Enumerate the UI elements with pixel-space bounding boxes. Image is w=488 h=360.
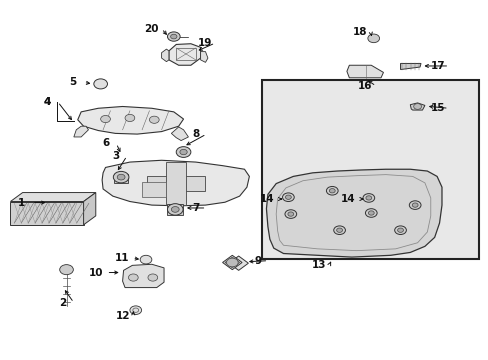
Polygon shape	[167, 204, 183, 215]
Text: 8: 8	[192, 129, 199, 139]
Circle shape	[285, 210, 296, 219]
Polygon shape	[224, 257, 239, 268]
Polygon shape	[346, 65, 383, 78]
Circle shape	[326, 186, 337, 195]
Circle shape	[149, 116, 159, 123]
Text: 10: 10	[88, 267, 103, 278]
Circle shape	[394, 226, 406, 234]
Polygon shape	[171, 127, 188, 140]
Circle shape	[125, 114, 135, 122]
Circle shape	[113, 171, 129, 183]
Polygon shape	[74, 126, 88, 137]
Circle shape	[333, 226, 345, 234]
Circle shape	[101, 116, 110, 123]
Polygon shape	[142, 182, 166, 197]
Circle shape	[413, 104, 421, 109]
Text: 7: 7	[192, 203, 199, 213]
Polygon shape	[147, 176, 205, 191]
Circle shape	[285, 195, 291, 199]
Polygon shape	[83, 193, 96, 225]
Circle shape	[176, 147, 190, 157]
Polygon shape	[114, 174, 128, 183]
Circle shape	[130, 306, 142, 315]
Circle shape	[171, 207, 179, 212]
Circle shape	[170, 34, 177, 39]
Text: 16: 16	[357, 81, 372, 91]
Polygon shape	[228, 256, 248, 270]
Bar	[261, 80, 478, 259]
Text: 15: 15	[430, 103, 445, 113]
Polygon shape	[200, 51, 207, 62]
Polygon shape	[400, 63, 420, 69]
Text: 19: 19	[197, 38, 211, 48]
Polygon shape	[168, 44, 200, 65]
Circle shape	[167, 32, 180, 41]
Circle shape	[411, 203, 417, 207]
Circle shape	[397, 228, 403, 232]
Circle shape	[329, 189, 334, 193]
Polygon shape	[409, 103, 424, 110]
Text: 6: 6	[102, 139, 109, 148]
Circle shape	[140, 255, 152, 264]
Circle shape	[60, 265, 73, 275]
Polygon shape	[10, 193, 96, 202]
Circle shape	[167, 204, 183, 215]
Text: 12: 12	[115, 311, 130, 321]
Circle shape	[148, 274, 158, 281]
Text: 11: 11	[114, 253, 129, 263]
Text: 14: 14	[260, 194, 274, 204]
Circle shape	[282, 193, 294, 202]
Circle shape	[336, 228, 342, 232]
Circle shape	[365, 196, 371, 200]
Circle shape	[128, 274, 138, 281]
Text: 2: 2	[60, 298, 66, 308]
Circle shape	[94, 79, 107, 89]
Text: 13: 13	[311, 260, 325, 270]
Text: 20: 20	[143, 24, 158, 34]
Text: 14: 14	[340, 194, 355, 204]
Polygon shape	[10, 202, 83, 225]
Circle shape	[365, 209, 376, 217]
Polygon shape	[78, 107, 183, 134]
Polygon shape	[102, 160, 249, 206]
Text: 5: 5	[69, 77, 76, 87]
Circle shape	[362, 194, 374, 202]
Polygon shape	[222, 255, 242, 270]
Circle shape	[180, 149, 187, 155]
Text: 9: 9	[254, 256, 261, 266]
Circle shape	[367, 211, 373, 215]
Polygon shape	[166, 162, 185, 205]
Polygon shape	[276, 175, 430, 251]
Text: 18: 18	[352, 27, 366, 37]
Text: 4: 4	[43, 97, 51, 107]
Text: 4: 4	[43, 97, 51, 107]
Circle shape	[226, 258, 238, 267]
Polygon shape	[161, 49, 168, 62]
Text: 17: 17	[430, 61, 445, 71]
Circle shape	[367, 34, 379, 42]
Text: 1: 1	[18, 198, 25, 208]
Circle shape	[408, 201, 420, 210]
Polygon shape	[122, 264, 163, 288]
Polygon shape	[266, 169, 441, 257]
Text: 3: 3	[112, 151, 120, 161]
Circle shape	[117, 174, 125, 180]
Circle shape	[287, 212, 293, 216]
